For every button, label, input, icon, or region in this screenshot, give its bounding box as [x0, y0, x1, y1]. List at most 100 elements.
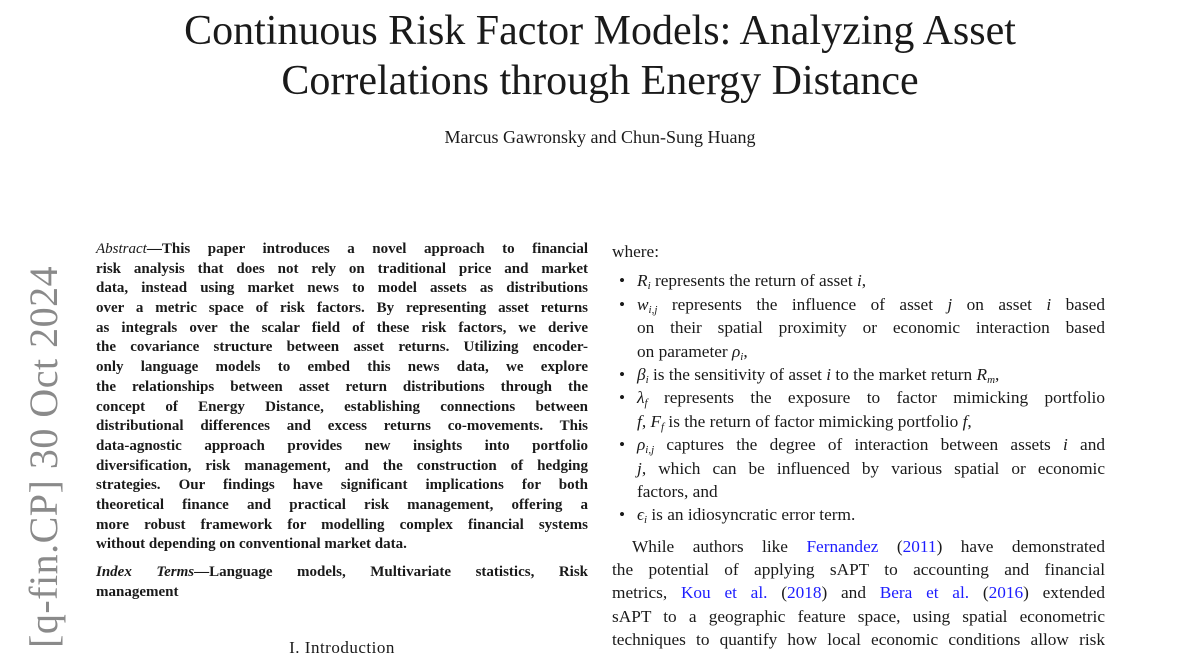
text-line: metrics, Kou et al. (2018) and Bera et a… [612, 581, 1105, 604]
text-span: to the market return [831, 364, 977, 384]
math-symbol: R [637, 271, 648, 291]
text-span: theoretical finance and practical risk m… [96, 496, 588, 513]
list-item: • ρi,j captures the degree of interaction… [612, 433, 1105, 503]
text-span: diversification, risk management, and th… [96, 457, 588, 474]
list-item: • Ri represents the return of asset i, [612, 269, 1105, 292]
citation-link[interactable]: 2016 [988, 583, 1024, 603]
citation-link[interactable]: 2011 [902, 536, 937, 556]
text-line: as integrals over the scalar field of th… [96, 319, 588, 339]
math-symbol: i [1046, 294, 1052, 314]
text-span: data, instead using market news to model… [96, 280, 588, 297]
math-symbol: f [644, 397, 648, 410]
text-span: factors, and [637, 481, 718, 501]
paper-title: Continuous Risk Factor Models: Analyzing… [0, 6, 1200, 106]
text-span: represents the exposure to factor mimick… [647, 388, 1105, 408]
bullet-icon: • [619, 388, 626, 408]
text-line: more robust framework for modelling comp… [96, 516, 588, 536]
text-line: λf represents the exposure to factor mim… [637, 386, 1105, 409]
list-item: • ϵi is an idiosyncratic error term. [612, 503, 1105, 526]
text-span: , [641, 411, 651, 431]
citation-link[interactable]: Kou et al. [680, 583, 768, 603]
text-span: ( [969, 583, 989, 603]
text-span: sAPT to a geographic feature space, usin… [612, 606, 1105, 626]
title-line: Correlations through Energy Distance [281, 58, 919, 104]
citation-link[interactable]: Bera et al. [879, 583, 970, 603]
math-symbol: i [856, 271, 862, 291]
text-line: factors, and [637, 480, 1105, 503]
text-span: ( [878, 536, 903, 556]
math-symbol: i [647, 280, 651, 293]
text-span: over a metric space of risk factors. By … [96, 300, 588, 317]
authors: Marcus Gawronsky and Chun-Sung Huang [444, 127, 756, 147]
math-symbol: F [650, 411, 662, 431]
citation-link[interactable]: 2018 [786, 583, 822, 603]
text-line: j, which can be influenced by various sp… [637, 457, 1105, 480]
text-span: more robust framework for modelling comp… [96, 516, 588, 533]
text-span: on asset [952, 294, 1047, 314]
text-span: —This paper introduces a novel approach … [146, 241, 588, 257]
section-label: Index Terms [96, 564, 195, 580]
text-line: Index Terms—Language models, Multivariat… [96, 562, 588, 582]
text-line: the potential of applying sAPT to accoun… [612, 558, 1105, 581]
text-span: risk analysis that does not rely on trad… [96, 260, 588, 277]
math-symbol: ϵ [637, 505, 644, 525]
bullet-icon: • [619, 505, 626, 525]
text-line: concept of Energy Distance, establishing… [96, 398, 588, 418]
math-symbol: i,j [645, 444, 655, 457]
text-span: ) and [821, 583, 880, 603]
text-span: without depending on conventional market… [96, 536, 407, 553]
text-line: Ri represents the return of asset i, [637, 269, 1105, 292]
section-label: Abstract [96, 241, 147, 257]
text-line: data, instead using market news to model… [96, 279, 588, 299]
text-span: the potential of applying sAPT to accoun… [612, 560, 1105, 580]
section-heading: I. Introduction [289, 638, 395, 657]
math-symbol: i [740, 350, 744, 363]
math-symbol: j [637, 458, 642, 478]
bullet-icon: • [619, 294, 626, 314]
text-span: management [96, 584, 179, 600]
text-span: —Language models, Multivariate statistic… [194, 564, 589, 580]
index-terms: Index Terms—Language models, Multivariat… [96, 562, 588, 602]
list-item: • λf represents the exposure to factor mi… [612, 386, 1105, 433]
text-span: based [1051, 294, 1105, 314]
math-symbol: i,j [648, 303, 658, 316]
math-symbol: ρ [732, 341, 741, 361]
text-line: ϵi is an idiosyncratic error term. [637, 503, 1105, 526]
text-line: Abstract—This paper introduces a novel a… [96, 240, 588, 260]
body-paragraph: While authors like Fernandez (2011) have… [612, 535, 1105, 652]
text-span: strategies. Our findings have significan… [96, 477, 588, 494]
math-symbol: i [645, 373, 649, 386]
text-span: , [967, 411, 972, 431]
abstract: Abstract—This paper introduces a novel a… [96, 240, 588, 555]
math-symbol: β [637, 364, 646, 384]
text-line: theoretical finance and practical risk m… [96, 496, 588, 516]
text-line: distributional differences and excess re… [96, 417, 588, 437]
math-symbol: m [987, 373, 996, 386]
text-span: , which can be influenced by various spa… [641, 458, 1105, 478]
text-line: While authors like Fernandez (2011) have… [612, 535, 1105, 558]
text-line: data-agnostic approach provides new insi… [96, 437, 588, 457]
text-line: on parameter ρi, [637, 340, 1105, 363]
definition-list: • Ri represents the return of asset i, • wi… [612, 269, 1105, 526]
text-span: distributional differences and excess re… [96, 418, 588, 435]
text-line: diversification, risk management, and th… [96, 457, 588, 477]
bullet-icon: • [619, 364, 626, 384]
citation-link[interactable]: Fernandez [806, 536, 879, 556]
text-line: techniques to quantify how local economi… [612, 628, 1105, 651]
text-line: only language models to embed this news … [96, 358, 588, 378]
math-symbol: f [637, 411, 642, 431]
math-symbol: i [643, 514, 648, 527]
text-span: metrics, [612, 583, 681, 603]
text-line: over a metric space of risk factors. By … [96, 299, 588, 319]
text-span: represents the influence of asset [657, 294, 948, 314]
text-span: data-agnostic approach provides new insi… [96, 437, 588, 454]
text-span: is an idiosyncratic error term. [647, 505, 856, 525]
list-item: • βi is the sensitivity of asset i to the… [612, 363, 1105, 386]
text-span: , [861, 271, 867, 291]
text-span: is the return of factor mimicking portfo… [664, 411, 963, 431]
math-symbol: f [661, 420, 665, 433]
text-span: on their spatial proximity or economic i… [637, 318, 1105, 338]
text-span: techniques to quantify how local economi… [612, 630, 1105, 650]
text-line: the relationships between asset return d… [96, 378, 588, 398]
text-span: on parameter [637, 341, 732, 361]
